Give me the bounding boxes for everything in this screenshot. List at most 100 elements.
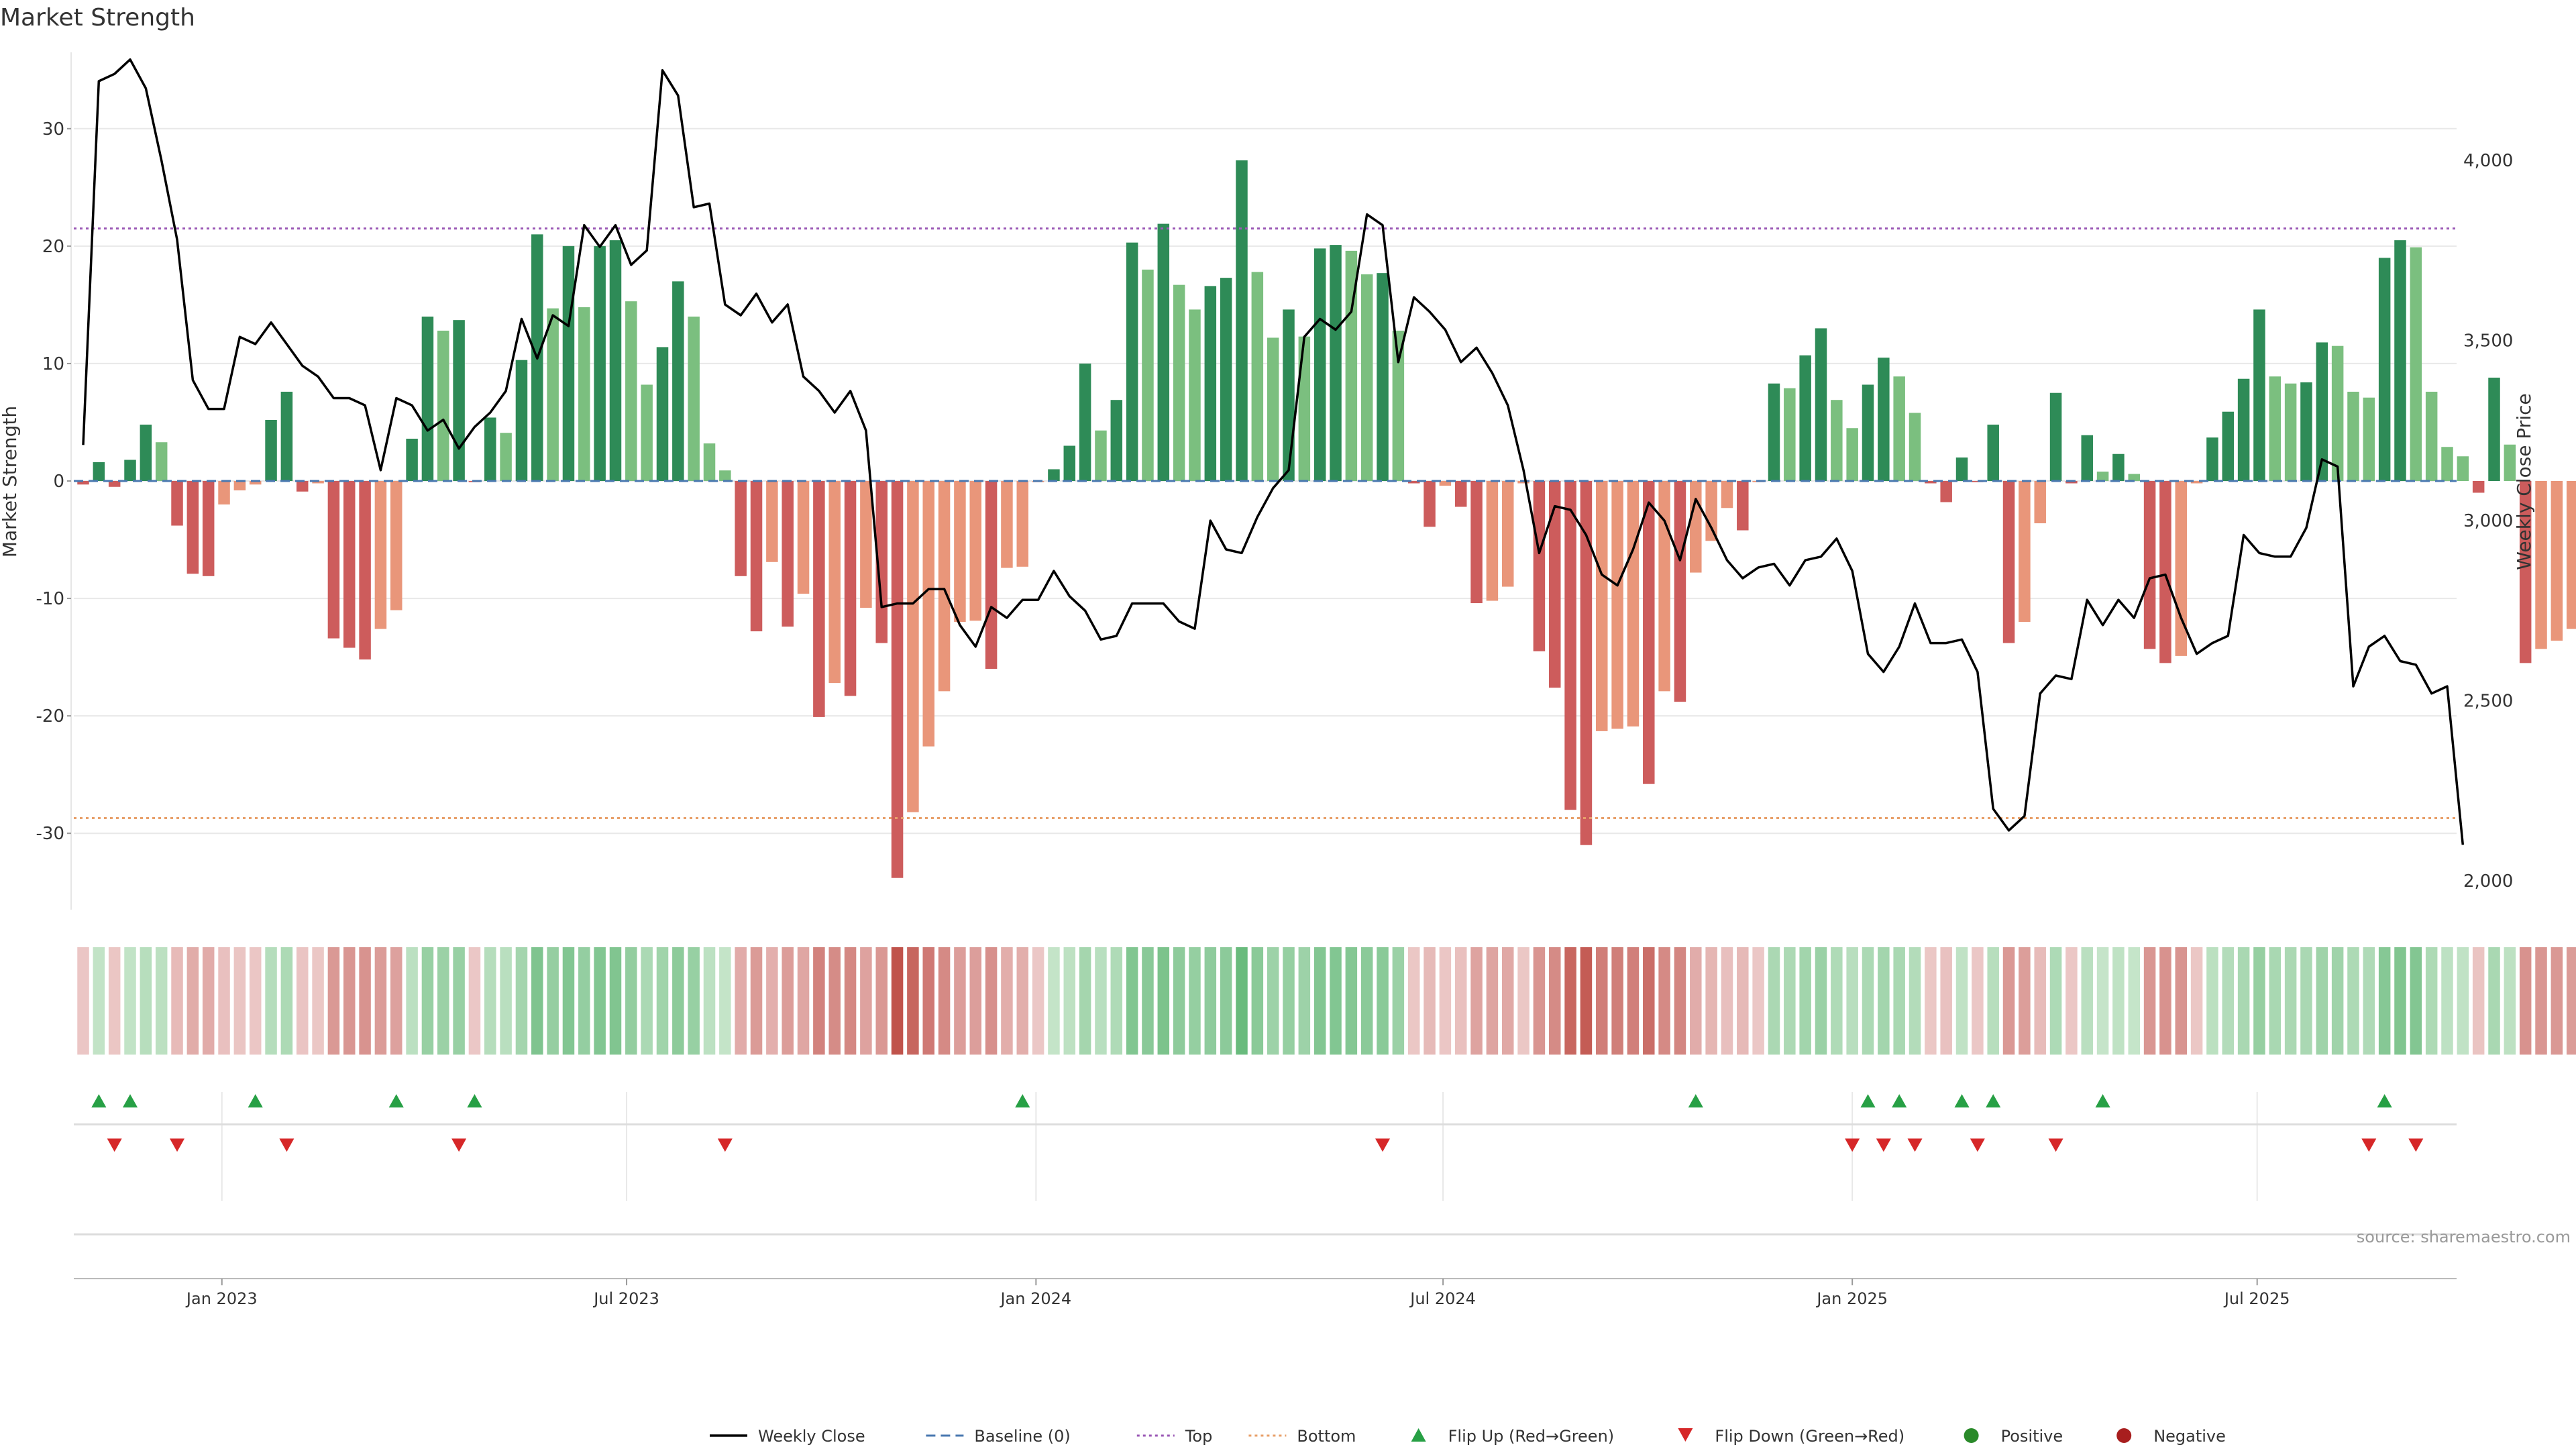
strength-bar: [2472, 481, 2485, 493]
strength-bar: [1987, 424, 1999, 481]
strength-bar: [359, 481, 371, 660]
heat-cell: [782, 947, 794, 1055]
heat-cell: [1987, 947, 1999, 1055]
flip-up-marker: [467, 1094, 482, 1108]
strength-bar: [1220, 278, 1232, 481]
strength-bar: [202, 481, 215, 576]
strength-bar: [2316, 342, 2328, 481]
heat-cell: [1283, 947, 1295, 1055]
legend-item: Flip Down (Green→Red): [1678, 1427, 1904, 1446]
strength-bar: [1048, 469, 1060, 481]
heat-cell: [2457, 947, 2469, 1055]
y-tick-label: -20: [36, 706, 64, 727]
legend-item: Bottom: [1248, 1427, 1356, 1446]
heat-cell: [155, 947, 168, 1055]
heat-cell: [625, 947, 637, 1055]
heat-cell: [124, 947, 136, 1055]
heat-cell: [828, 947, 841, 1055]
strength-bar: [1596, 481, 1608, 731]
strength-bar: [1548, 481, 1561, 688]
strength-bar: [77, 481, 89, 485]
heat-cell: [1095, 947, 1107, 1055]
strength-bar: [860, 481, 872, 608]
strength-bar: [515, 360, 528, 481]
x-tick-label: Jul 2025: [2223, 1289, 2290, 1308]
legend-swatch-circle: [1964, 1428, 1979, 1443]
strength-bar: [703, 443, 716, 481]
strength-bar: [406, 438, 418, 481]
strength-bar: [2551, 481, 2563, 641]
axes: 30 20 10 0 -10 -20 -30 2,000 2,500 3,000 3,500 4,00…: [36, 52, 2513, 1308]
heat-cell: [1548, 947, 1561, 1055]
strength-bar: [218, 481, 230, 505]
heatmap-strip: [77, 947, 2576, 1055]
heat-cell: [406, 947, 418, 1055]
heat-cell: [108, 947, 121, 1055]
heat-cell: [1737, 947, 1749, 1055]
x-tick-label: Jul 2023: [592, 1289, 659, 1308]
heat-cell: [1752, 947, 1764, 1055]
heat-cell: [1784, 947, 1796, 1055]
strength-bar: [750, 481, 763, 632]
flip-down-marker: [1375, 1138, 1391, 1152]
strength-bar: [2300, 382, 2312, 481]
heat-cell: [1768, 947, 1780, 1055]
strength-bar: [2441, 447, 2453, 481]
legend-label: Top: [1185, 1427, 1213, 1446]
heat-cell: [515, 947, 528, 1055]
weekly-close-series: [82, 58, 2465, 845]
strength-bar: [1643, 481, 1655, 784]
strength-bar: [1878, 358, 1890, 481]
y-axis-label: Market Strength: [0, 406, 21, 557]
strength-bar: [2096, 471, 2109, 481]
strength-bar: [1909, 413, 1921, 481]
strength-bar: [1142, 269, 1154, 481]
strength-bar: [2519, 481, 2532, 663]
strength-bar: [735, 481, 747, 576]
heat-cell: [1972, 947, 1984, 1055]
flip-down-marker: [2048, 1138, 2063, 1152]
strength-bar: [2112, 453, 2125, 481]
strength-bar: [1737, 481, 1749, 531]
heat-cell: [1893, 947, 1905, 1055]
strength-bar: [1267, 337, 1279, 481]
flip-up-marker: [1688, 1094, 1703, 1108]
y2-tick-label: 2,000: [2463, 871, 2513, 892]
heat-cell: [421, 947, 434, 1055]
heat-cell: [1486, 947, 1499, 1055]
heat-cell: [1298, 947, 1311, 1055]
x-tick-label: Jan 2024: [999, 1289, 1071, 1308]
strength-bars: [77, 160, 2576, 878]
strength-bar: [1721, 481, 1733, 508]
strength-bar: [2488, 377, 2500, 481]
heat-cell: [1157, 947, 1170, 1055]
strength-bar: [280, 391, 293, 481]
heat-cell: [2316, 947, 2328, 1055]
heat-cell: [1846, 947, 1858, 1055]
heat-cell: [2237, 947, 2250, 1055]
heat-cell: [2535, 947, 2547, 1055]
heat-cell: [2394, 947, 2406, 1055]
strength-bar: [2363, 397, 2375, 481]
strength-bar: [1768, 383, 1780, 481]
heat-cell: [484, 947, 496, 1055]
legend-swatch-circle: [2116, 1428, 2132, 1443]
legend-label: Positive: [2001, 1427, 2063, 1446]
strength-bar: [782, 481, 794, 627]
strength-bar: [1157, 223, 1170, 481]
strength-bar: [2347, 391, 2359, 481]
heat-cell: [218, 947, 230, 1055]
heat-cell: [1940, 947, 1952, 1055]
strength-bar: [390, 481, 402, 610]
strength-bar: [2049, 392, 2062, 481]
heat-cell: [1878, 947, 1890, 1055]
legend-item: Flip Up (Red→Green): [1411, 1427, 1614, 1446]
legend: Weekly Close Baseline (0) Top Bottom Flip Up…: [710, 1427, 2226, 1446]
heat-cell: [1063, 947, 1076, 1055]
heat-cell: [2034, 947, 2046, 1055]
strength-bar: [1799, 355, 1811, 481]
strength-bar: [1173, 284, 1185, 481]
heat-cell: [891, 947, 904, 1055]
heat-cell: [531, 947, 543, 1055]
legend-label: Weekly Close: [758, 1427, 865, 1446]
